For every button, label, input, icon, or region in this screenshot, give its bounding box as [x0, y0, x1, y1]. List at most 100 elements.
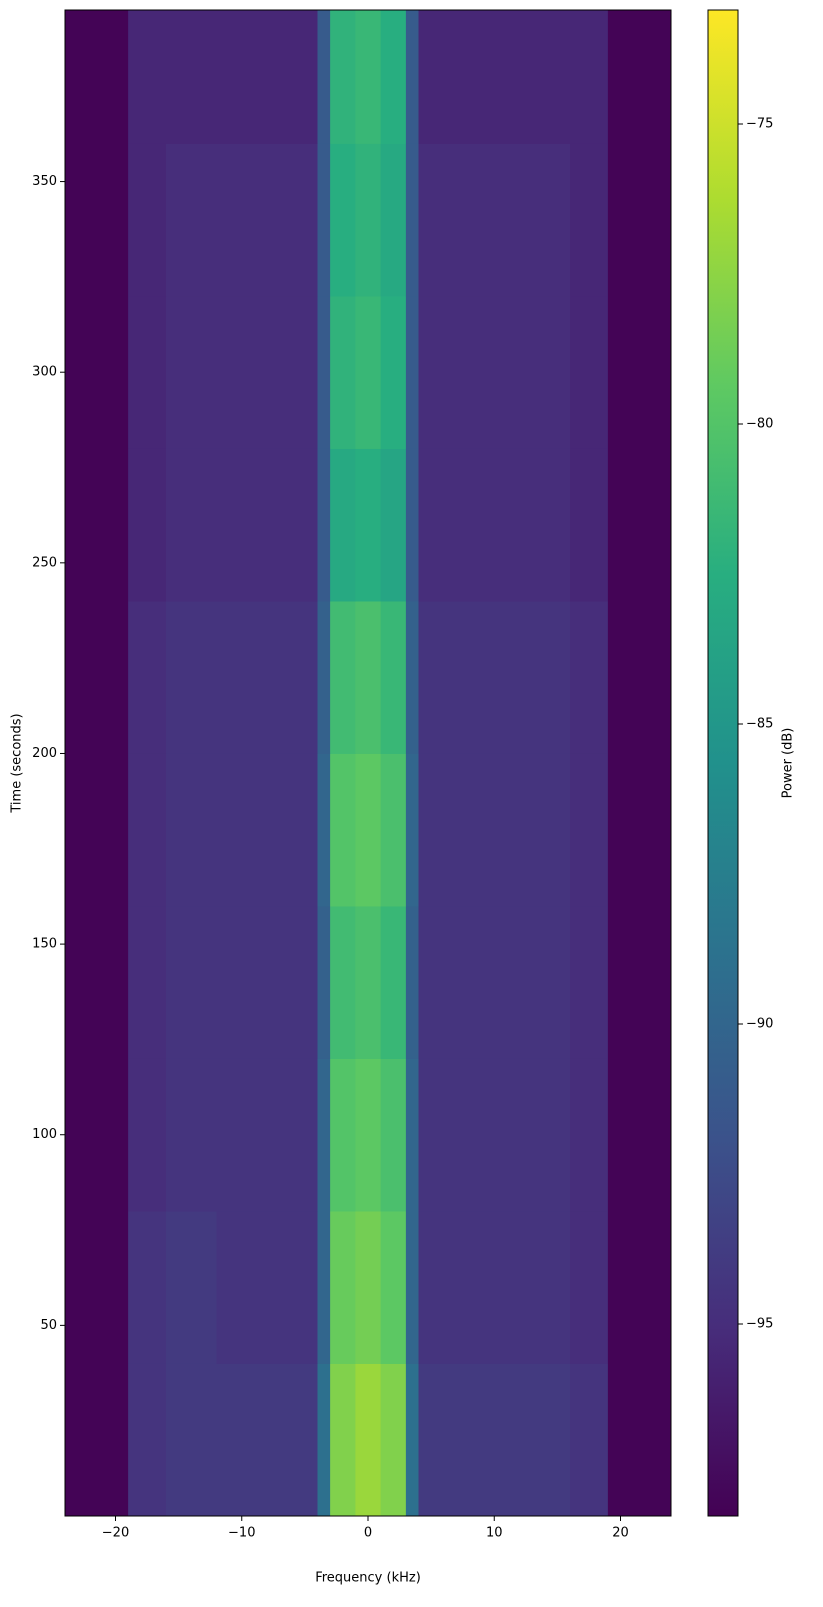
heatmap-cell: [380, 1210, 407, 1364]
heatmap-cell: [128, 905, 167, 1059]
heatmap-cell: [405, 1363, 419, 1517]
colorbar-label: Power (dB): [781, 728, 796, 799]
heatmap-cell: [607, 448, 672, 602]
heatmap-cell: [330, 1058, 356, 1212]
heatmap-cell: [216, 448, 268, 602]
heatmap-cell: [519, 448, 571, 602]
heatmap-cell: [355, 10, 382, 144]
heatmap-cell: [267, 753, 318, 907]
x-tick-label: 20: [612, 1526, 629, 1541]
heatmap-cell: [267, 1210, 318, 1364]
heatmap-cell: [405, 753, 419, 907]
heatmap-cell: [380, 143, 407, 297]
heatmap-cell: [570, 295, 609, 449]
heatmap-cell: [380, 1363, 407, 1517]
y-tick-label: 150: [32, 937, 57, 952]
heatmap-cell: [380, 1058, 407, 1212]
heatmap-cell: [267, 600, 318, 754]
y-tick-label: 350: [32, 174, 57, 189]
heatmap-cell: [166, 753, 217, 907]
heatmap-cell: [216, 143, 268, 297]
heatmap-cell: [166, 600, 217, 754]
heatmap-cell: [607, 143, 672, 297]
y-axis-label: Time (seconds): [10, 713, 25, 813]
colorbar-tick-label: −85: [746, 717, 773, 732]
heatmap-cell: [418, 1210, 470, 1364]
heatmap-cell: [317, 905, 331, 1059]
heatmap-cell: [469, 448, 520, 602]
heatmap-cell: [65, 600, 129, 754]
y-tick-label: 100: [32, 1127, 57, 1142]
heatmap-cell: [570, 753, 609, 907]
heatmap-cell: [166, 143, 217, 297]
heatmap-cell: [317, 1058, 331, 1212]
heatmap-cell: [317, 753, 331, 907]
heatmap-cell: [418, 1363, 470, 1517]
heatmap-cell: [128, 1363, 167, 1517]
heatmap-cell: [570, 905, 609, 1059]
x-tick-label: 10: [486, 1526, 503, 1541]
heatmap-cell: [317, 10, 331, 144]
heatmap-cell: [317, 448, 331, 602]
heatmap-cell: [418, 448, 470, 602]
heatmap-cell: [570, 1363, 609, 1517]
heatmap-cell: [469, 753, 520, 907]
heatmap-cell: [330, 143, 356, 297]
x-axis-label: Frequency (kHz): [315, 1571, 421, 1586]
heatmap-cell: [607, 600, 672, 754]
heatmap-cell: [128, 1210, 167, 1364]
y-tick-label: 300: [32, 365, 57, 380]
heatmap-cell: [405, 295, 419, 449]
heatmap-cell: [418, 753, 470, 907]
heatmap-cell: [469, 295, 520, 449]
heatmap-cell: [405, 1058, 419, 1212]
heatmap-cell: [166, 1058, 217, 1212]
heatmap-cell: [65, 1210, 129, 1364]
heatmap-cell: [216, 600, 268, 754]
heatmap-cell: [418, 295, 470, 449]
heatmap-cell: [317, 143, 331, 297]
heatmap-cell: [570, 10, 609, 144]
heatmap-cell: [317, 1210, 331, 1364]
heatmap-cell: [607, 295, 672, 449]
heatmap-cell: [166, 295, 217, 449]
heatmap-cell: [216, 753, 268, 907]
heatmap-cell: [330, 753, 356, 907]
y-tick-label: 200: [32, 746, 57, 761]
heatmap-cell: [405, 1210, 419, 1364]
heatmap-cell: [267, 10, 318, 144]
heatmap-cell: [216, 295, 268, 449]
heatmap-cell: [65, 1363, 129, 1517]
heatmap-cell: [267, 143, 318, 297]
heatmap-cell: [166, 448, 217, 602]
heatmap-cell: [570, 1058, 609, 1212]
x-tick-label: −10: [228, 1526, 255, 1541]
heatmap-cell: [607, 1210, 672, 1364]
heatmap-cell: [216, 10, 268, 144]
heatmap-cell: [418, 10, 470, 144]
heatmap-cell: [330, 905, 356, 1059]
heatmap-cell: [519, 753, 571, 907]
heatmap-cell: [267, 1363, 318, 1517]
heatmap-cell: [216, 1210, 268, 1364]
heatmap-cell: [355, 1363, 382, 1517]
heatmap-cell: [469, 1363, 520, 1517]
heatmap-cell: [128, 1058, 167, 1212]
heatmap-cell: [519, 600, 571, 754]
y-tick-label: 250: [32, 555, 57, 570]
heatmap-cell: [330, 1363, 356, 1517]
heatmap-cell: [607, 10, 672, 144]
heatmap-cell: [519, 143, 571, 297]
heatmap-cell: [330, 600, 356, 754]
colorbar-tick-label: −80: [746, 417, 773, 432]
heatmap-cell: [405, 905, 419, 1059]
heatmap-cell: [519, 905, 571, 1059]
heatmap-cell: [65, 1058, 129, 1212]
heatmap-cell: [330, 295, 356, 449]
x-tick-label: −20: [102, 1526, 129, 1541]
y-tick-label: 50: [40, 1318, 57, 1333]
heatmap-cell: [330, 10, 356, 144]
heatmap-cell: [128, 600, 167, 754]
heatmap-cell: [519, 10, 571, 144]
heatmap-cell: [405, 448, 419, 602]
